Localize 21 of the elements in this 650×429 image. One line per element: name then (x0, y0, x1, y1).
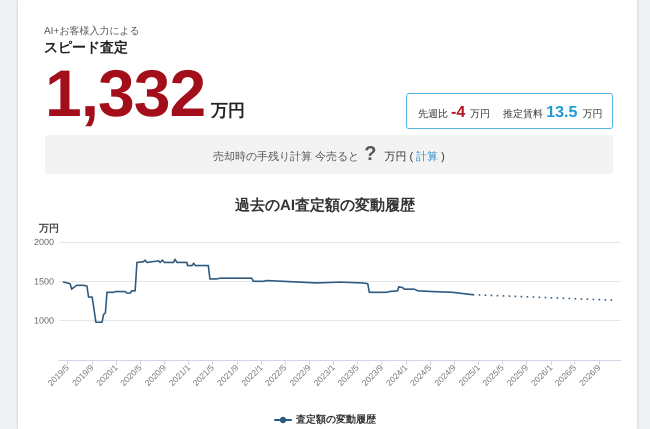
text: 万円 (582, 108, 602, 122)
text: 推定賃料 (503, 108, 544, 122)
text: 万円 (211, 100, 246, 122)
text: 計算 (416, 150, 438, 165)
text: 万円 (470, 108, 490, 122)
chart-title: 過去のAI査定額の変動履歴 (234, 196, 416, 214)
text: 万円 ( (384, 150, 414, 165)
y-tick-label: 1000 (34, 316, 54, 326)
text: ) (441, 150, 445, 165)
text: 売却時の手残り計算 今売ると (213, 150, 360, 165)
y-tick-label: 1500 (34, 276, 54, 286)
text: ? (364, 142, 376, 167)
text: スピード査定 (44, 39, 128, 57)
y-tick-label: 2000 (34, 237, 54, 247)
legend-label: 査定額の変動履歴 (295, 414, 377, 426)
text: 1,332 (45, 56, 206, 130)
text: AI+お客様入力による (44, 24, 140, 38)
y-axis-title: 万円 (38, 224, 59, 234)
text: 13.5 (546, 103, 578, 123)
text: -4 (451, 103, 466, 123)
text: 先週比 (418, 108, 448, 122)
